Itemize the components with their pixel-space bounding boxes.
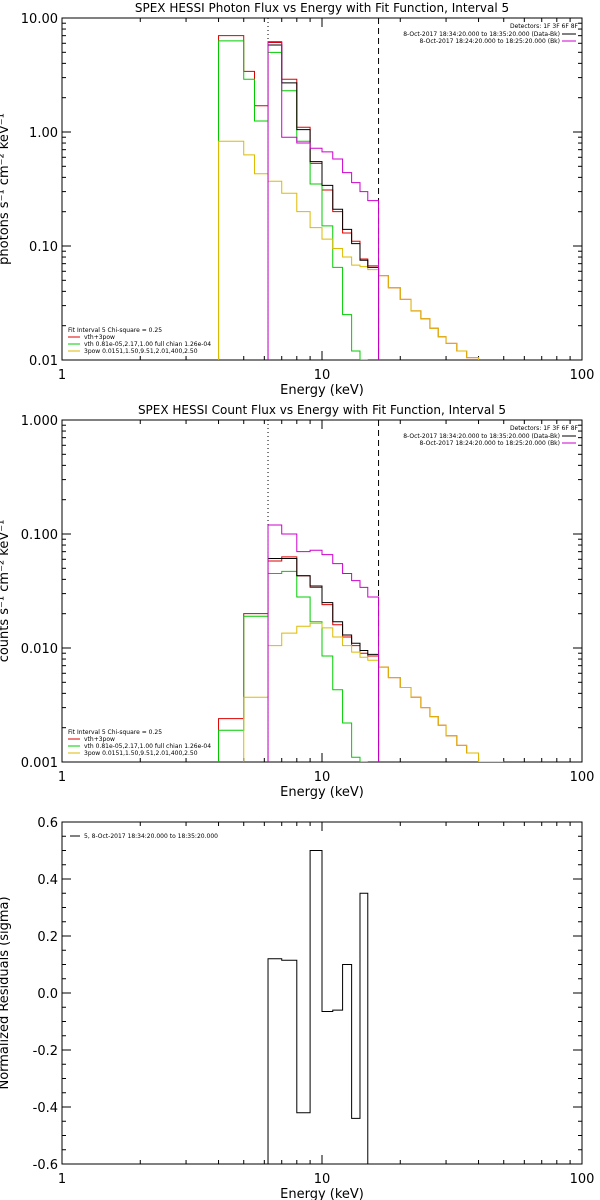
series-line-5-8-oct-2017-18-34-20-000-to-18-35-20-000 <box>267 850 369 1164</box>
x-tick-label: 100 <box>570 1172 595 1187</box>
series-line-bk <box>267 524 380 762</box>
y-tick-label: 0.001 <box>21 756 58 771</box>
x-tick-label: 100 <box>570 770 595 785</box>
series-line-vth <box>218 40 368 360</box>
y-tick-label: 0.01 <box>29 354 58 369</box>
x-tick-label: 10 <box>314 1172 331 1187</box>
y-tick-label: 0.4 <box>37 873 58 888</box>
series-line-vth-3pow <box>218 35 480 360</box>
time-legend-label: 8-Oct-2017 18:34:20.000 to 18:35:20.000 … <box>403 31 560 38</box>
x-tick-label: 10 <box>314 368 331 383</box>
fit-legend-header: Fit Interval 5 Chi-square = 0.25 <box>68 729 162 736</box>
detectors-text: Detectors: 1F 3F 6F 8F <box>510 425 579 432</box>
fit-legend-label: 3pow 0.0151,1.50,9.51,2.01,400,2.50 <box>84 750 198 757</box>
x-tick-label: 10 <box>314 770 331 785</box>
y-axis-label: counts s⁻¹ cm⁻² keV⁻¹ <box>0 520 12 663</box>
x-tick-label: 1 <box>58 368 66 383</box>
fit-legend-label: vth+3pow <box>84 736 115 743</box>
y-tick-label: 0.6 <box>37 816 58 831</box>
residual-legend-label: 5, 8-Oct-2017 18:34:20.000 to 18:35:20.0… <box>84 833 218 840</box>
y-axis-label: Normalized Residuals (sigma) <box>0 896 12 1089</box>
fit-legend-label: vth 0.81e-05,2.17,1.00 full chian 1.26e-… <box>84 743 211 750</box>
y-tick-label: -0.4 <box>33 1101 58 1116</box>
detectors-text: Detectors: 1F 3F 6F 8F <box>510 23 579 30</box>
y-tick-label: 0.0 <box>37 987 58 1002</box>
x-tick-label: 100 <box>570 368 595 383</box>
y-tick-label: 0.010 <box>21 642 58 657</box>
fit-legend-header: Fit Interval 5 Chi-square = 0.25 <box>68 327 162 334</box>
x-axis-label: Energy (keV) <box>280 1187 364 1200</box>
series-line-data-bk <box>267 44 380 360</box>
y-tick-label: 1.00 <box>29 126 58 141</box>
chart-title: SPEX HESSI Photon Flux vs Energy with Fi… <box>135 1 509 15</box>
x-axis-label: Energy (keV) <box>280 785 364 800</box>
series-line-data-bk <box>267 557 380 762</box>
series-line-vth <box>218 570 368 762</box>
chart-title: SPEX HESSI Count Flux vs Energy with Fit… <box>138 403 506 417</box>
y-axis-label: photons s⁻¹ cm⁻² keV⁻¹ <box>0 113 12 265</box>
time-legend-label: 8-Oct-2017 18:24:20.000 to 18:25:20.000 … <box>420 440 561 447</box>
fit-legend-label: vth+3pow <box>84 334 115 341</box>
y-tick-label: -0.6 <box>33 1158 58 1173</box>
fit-legend-label: vth 0.81e-05,2.17,1.00 full chian 1.26e-… <box>84 341 211 348</box>
x-tick-label: 1 <box>58 770 66 785</box>
y-tick-label: 0.100 <box>21 528 58 543</box>
fit-legend-label: 3pow 0.0151,1.50,9.51,2.01,400,2.50 <box>84 348 198 355</box>
x-tick-label: 1 <box>58 1172 66 1187</box>
y-tick-label: 10.00 <box>21 12 58 27</box>
y-tick-label: 0.10 <box>29 240 58 255</box>
time-legend-label: 8-Oct-2017 18:34:20.000 to 18:35:20.000 … <box>403 433 560 440</box>
y-tick-label: 1.000 <box>21 414 58 429</box>
y-tick-label: 0.2 <box>37 930 58 945</box>
series-line-3pow <box>218 140 480 360</box>
x-axis-label: Energy (keV) <box>280 383 364 398</box>
series-line-bk <box>267 41 380 360</box>
y-tick-label: -0.2 <box>33 1044 58 1059</box>
series-line-3pow <box>243 622 504 762</box>
time-legend-label: 8-Oct-2017 18:24:20.000 to 18:25:20.000 … <box>420 38 561 45</box>
